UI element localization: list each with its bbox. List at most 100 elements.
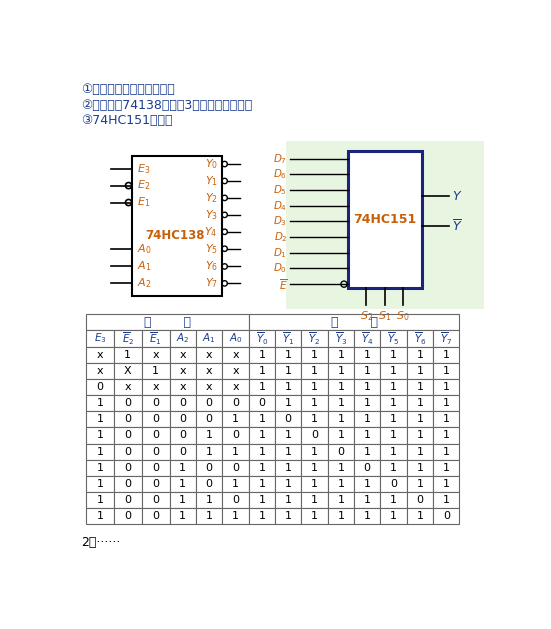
Bar — [114, 395, 142, 411]
Text: 1: 1 — [417, 463, 424, 473]
Bar — [222, 508, 249, 525]
Bar — [275, 476, 301, 492]
Bar — [170, 330, 196, 347]
Bar — [380, 347, 407, 363]
Text: 0: 0 — [152, 495, 159, 505]
Text: 1: 1 — [152, 366, 159, 376]
Text: 1: 1 — [417, 350, 424, 360]
Bar — [222, 411, 249, 427]
Text: 输        出: 输 出 — [331, 316, 377, 329]
Bar — [170, 379, 196, 395]
Text: 0: 0 — [125, 463, 131, 473]
Bar — [170, 460, 196, 476]
Text: 0: 0 — [417, 495, 424, 505]
Bar — [407, 363, 433, 379]
Bar — [249, 411, 275, 427]
Text: 1: 1 — [311, 350, 318, 360]
Bar — [301, 443, 328, 460]
Text: $\overline{Y}_3$: $\overline{Y}_3$ — [334, 330, 347, 347]
Text: 1: 1 — [364, 495, 371, 505]
Bar — [328, 330, 354, 347]
Text: 0: 0 — [206, 479, 213, 489]
Bar — [407, 443, 433, 460]
Bar — [196, 379, 222, 395]
Text: $S_1$: $S_1$ — [378, 309, 391, 323]
Text: $D_7$: $D_7$ — [273, 152, 288, 165]
Bar — [196, 411, 222, 427]
Text: 1: 1 — [258, 430, 266, 440]
Text: 1: 1 — [96, 398, 104, 408]
Text: 0: 0 — [232, 495, 239, 505]
Bar — [354, 330, 380, 347]
Bar — [170, 492, 196, 508]
Bar — [114, 508, 142, 525]
Text: $S_2$: $S_2$ — [360, 309, 373, 323]
Bar — [301, 379, 328, 395]
Text: 0: 0 — [152, 447, 159, 457]
Bar — [196, 508, 222, 525]
Bar — [275, 411, 301, 427]
Text: 0: 0 — [152, 430, 159, 440]
Text: 1: 1 — [337, 511, 344, 521]
Text: 1: 1 — [258, 415, 266, 425]
Bar — [380, 379, 407, 395]
Text: $A_1$: $A_1$ — [137, 260, 152, 274]
Text: 1: 1 — [364, 447, 371, 457]
Text: 1: 1 — [179, 495, 186, 505]
Bar — [249, 427, 275, 443]
Text: 1: 1 — [285, 350, 291, 360]
Bar — [86, 460, 114, 476]
Bar — [132, 157, 222, 296]
Bar — [170, 476, 196, 492]
Bar — [301, 330, 328, 347]
Text: $Y_4$: $Y_4$ — [204, 225, 218, 238]
Text: 1: 1 — [364, 430, 371, 440]
Text: $A_0$: $A_0$ — [229, 331, 242, 345]
Bar — [86, 347, 114, 363]
Bar — [249, 347, 275, 363]
Text: 0: 0 — [232, 430, 239, 440]
Text: 1: 1 — [258, 447, 266, 457]
Text: $E_3$: $E_3$ — [137, 162, 150, 175]
Bar — [407, 347, 433, 363]
Bar — [114, 476, 142, 492]
Text: 1: 1 — [390, 382, 397, 392]
Text: 0: 0 — [179, 398, 186, 408]
Text: $\overline{Y}_7$: $\overline{Y}_7$ — [440, 330, 452, 347]
Text: 74HC151: 74HC151 — [353, 213, 417, 226]
Bar — [86, 363, 114, 379]
Text: x: x — [125, 382, 131, 392]
Text: x: x — [96, 350, 103, 360]
Bar — [433, 347, 460, 363]
Text: 1: 1 — [232, 447, 239, 457]
Bar — [275, 443, 301, 460]
Text: 1: 1 — [390, 495, 397, 505]
Bar — [249, 395, 275, 411]
Bar — [354, 443, 380, 460]
Text: 0: 0 — [96, 382, 104, 392]
Text: 1: 1 — [258, 479, 266, 489]
Text: 0: 0 — [152, 398, 159, 408]
Bar — [328, 460, 354, 476]
Bar — [222, 427, 249, 443]
Bar — [301, 476, 328, 492]
Bar — [86, 427, 114, 443]
Text: 0: 0 — [206, 463, 213, 473]
Bar — [196, 443, 222, 460]
Bar — [407, 395, 433, 411]
Text: 1: 1 — [285, 430, 291, 440]
Bar — [142, 395, 170, 411]
Bar — [142, 347, 170, 363]
Bar — [380, 427, 407, 443]
Bar — [86, 476, 114, 492]
Bar — [354, 379, 380, 395]
Text: $\overline{Y}_6$: $\overline{Y}_6$ — [414, 330, 426, 347]
Bar — [354, 411, 380, 427]
Text: 1: 1 — [337, 350, 344, 360]
Text: 1: 1 — [364, 511, 371, 521]
Text: 0: 0 — [285, 415, 291, 425]
Text: 1: 1 — [417, 511, 424, 521]
Text: 1: 1 — [311, 366, 318, 376]
Bar — [142, 460, 170, 476]
Text: 1: 1 — [337, 398, 344, 408]
